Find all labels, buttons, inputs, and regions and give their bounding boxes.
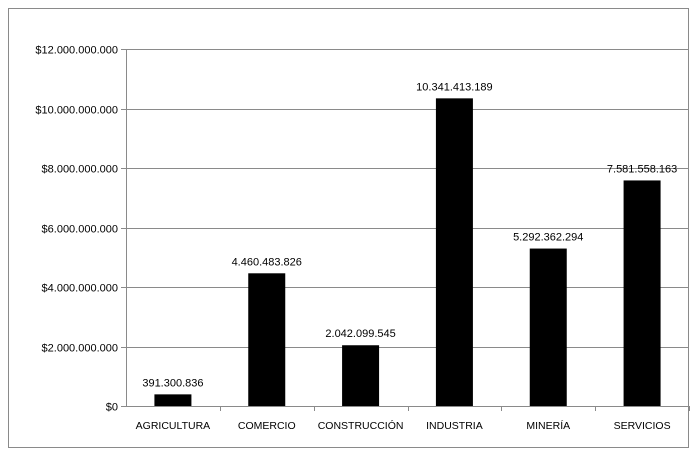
y-tick-label: $2.000.000.000 (42, 343, 118, 355)
chart-frame: $0 $2.000.000.000 $4.000.000.000 $6.000.000… (8, 8, 690, 448)
y-tick-label: $8.000.000.000 (42, 164, 118, 176)
y-tick-label: $10.000.000.000 (35, 105, 118, 117)
y-tick-label: $0 (106, 402, 118, 414)
data-label: 4.460.483.826 (232, 256, 302, 268)
x-category-label: AGRICULTURA (136, 420, 210, 432)
data-label: 391.300.836 (142, 377, 203, 389)
x-category-label: MINERÍA (526, 419, 570, 432)
x-category-label: SERVICIOS (614, 420, 671, 432)
bar (248, 273, 286, 406)
bar (529, 248, 567, 406)
bar-chart: $0 $2.000.000.000 $4.000.000.000 $6.000.000… (35, 45, 690, 432)
data-label: 7.581.558.163 (607, 163, 677, 175)
bar (154, 394, 192, 406)
bar (623, 180, 661, 406)
x-category-label: COMERCIO (238, 420, 296, 432)
data-label: 5.292.362.294 (513, 232, 583, 244)
x-category-label: CONSTRUCCIÓN (318, 419, 404, 432)
y-tick-label: $4.000.000.000 (42, 283, 118, 295)
data-label: 2.042.099.545 (325, 328, 395, 340)
y-tick-label: $12.000.000.000 (35, 45, 118, 57)
bar (342, 345, 380, 406)
data-label: 10.341.413.189 (416, 81, 492, 93)
x-category-label: INDUSTRIA (426, 420, 483, 432)
bar (435, 98, 473, 406)
y-tick-label: $6.000.000.000 (42, 224, 118, 236)
